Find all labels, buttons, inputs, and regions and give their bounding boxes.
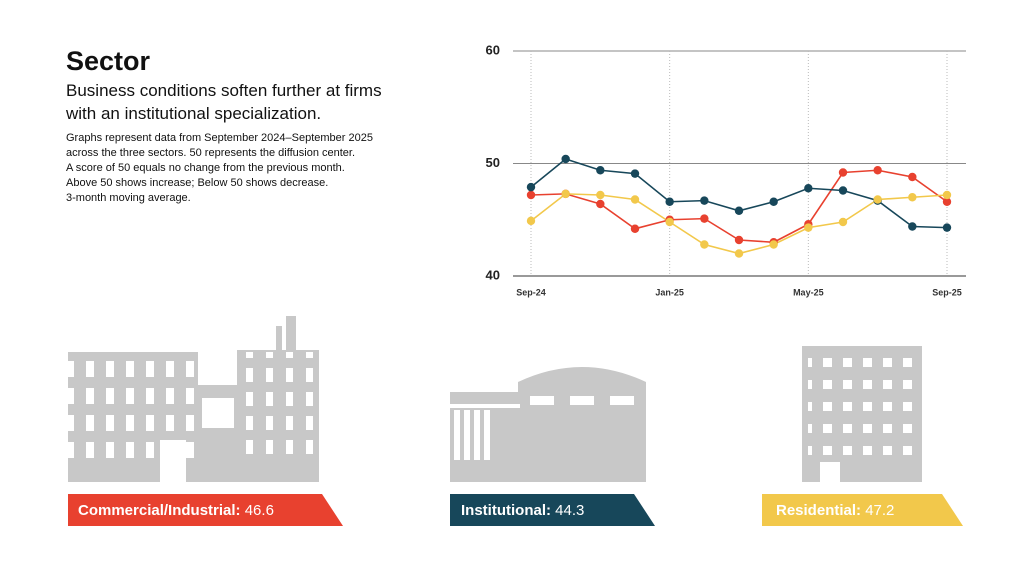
point <box>942 197 952 206</box>
point <box>665 197 674 206</box>
banner <box>68 494 343 526</box>
sector-value: 44.3 <box>555 502 584 519</box>
x-tick-label: Jan-25 <box>655 287 684 297</box>
point <box>596 166 605 175</box>
point <box>908 172 917 182</box>
subtitle: Business conditions soften further at fi… <box>66 81 382 123</box>
point <box>700 214 709 223</box>
point <box>942 190 952 200</box>
point <box>561 189 570 199</box>
banner-label: Residential: 47.2 <box>776 502 894 519</box>
point <box>804 184 813 193</box>
sector-name: Residential: <box>776 502 861 519</box>
y-tick-label: 40 <box>486 267 500 282</box>
building-institutional <box>450 367 646 482</box>
sector-name: Institutional: <box>461 502 551 519</box>
point <box>526 216 536 226</box>
point <box>630 169 640 178</box>
point <box>734 249 744 258</box>
point <box>908 193 917 202</box>
sector-value: 47.2 <box>865 502 894 519</box>
point <box>630 224 640 233</box>
note: Graphs represent data from September 202… <box>66 132 373 144</box>
point <box>838 217 848 227</box>
point <box>700 240 709 249</box>
point <box>526 190 536 200</box>
point <box>700 196 709 205</box>
point <box>526 182 536 192</box>
point <box>734 206 744 215</box>
point <box>942 223 952 232</box>
banner <box>450 494 655 526</box>
point <box>561 154 570 164</box>
note: across the three sectors. 50 represents … <box>66 147 356 159</box>
point <box>734 235 744 245</box>
point <box>769 240 778 249</box>
point <box>596 190 605 200</box>
note: Above 50 shows increase; Below 50 shows … <box>66 177 329 189</box>
banner-label: Commercial/Industrial: 46.6 <box>78 502 274 519</box>
banner-label: Institutional: 44.3 <box>461 502 584 519</box>
series-line <box>530 158 948 229</box>
banner <box>762 494 963 526</box>
text-block: Sector Business conditions soften furthe… <box>66 46 426 206</box>
point <box>873 166 882 175</box>
point <box>665 217 674 227</box>
point <box>596 199 605 209</box>
building-commercial <box>68 316 319 482</box>
point <box>804 223 813 232</box>
x-tick-label: Sep-24 <box>516 287 546 297</box>
sector-name: Commercial/Industrial: <box>78 502 241 519</box>
point <box>630 195 640 204</box>
sector-value: 46.6 <box>245 502 274 519</box>
x-tick-label: Sep-25 <box>932 287 962 297</box>
x-tick-label: May-25 <box>793 287 824 297</box>
note: 3-month moving average. <box>66 192 191 204</box>
series-line <box>530 193 948 255</box>
y-tick-label: 60 <box>486 42 500 57</box>
y-tick-label: 50 <box>486 155 500 170</box>
point <box>769 197 778 206</box>
note: A score of 50 equals no change from the … <box>66 162 345 174</box>
point <box>908 222 917 231</box>
point <box>838 168 848 177</box>
point <box>873 195 882 204</box>
title: Sector <box>66 46 151 76</box>
building-residential <box>802 346 922 482</box>
point <box>838 186 848 195</box>
